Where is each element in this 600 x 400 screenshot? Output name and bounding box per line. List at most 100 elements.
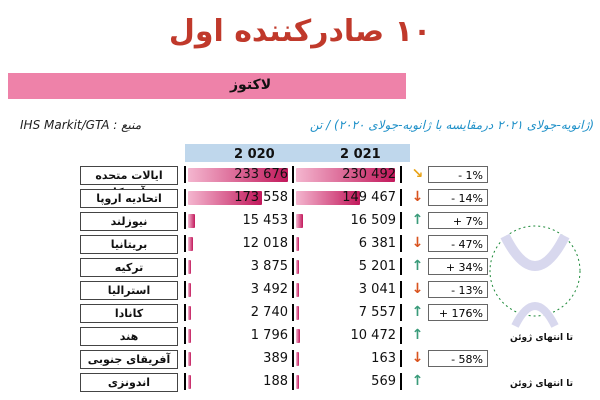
source-label: منبع : IHS Markit/GTA [20, 118, 142, 132]
value-cell-2021: 10 472 [292, 327, 402, 344]
value-cell-2021: 230 492 [292, 166, 402, 183]
value-cell-2021: 163 [292, 350, 402, 367]
value-bar [188, 352, 191, 366]
country-label: ایالات متحده آمریکا [80, 166, 178, 199]
value-text: 569 [371, 374, 396, 389]
value-bar [188, 191, 263, 205]
value-cell-2021: 3 041 [292, 281, 402, 298]
arrow-down-icon: ↓ [411, 235, 424, 251]
value-cell-2020: 12 018 [184, 235, 294, 252]
change-percent: - 1% [428, 166, 488, 183]
arrow-up-icon: ↑ [411, 212, 424, 228]
country-label: آفریقای جنوبی [80, 350, 178, 369]
arrow-down-icon: ↓ [411, 189, 424, 205]
value-bar [296, 352, 299, 366]
table-row: هند 1 796 10 472 ↑ تا انتهای ژوئن [0, 325, 600, 346]
table-row: ایالات متحده آمریکا 233 676 230 492 ↘- 1% [0, 164, 600, 199]
value-bar [188, 375, 191, 389]
value-text: 5 201 [358, 259, 396, 274]
value-cell-2021: 6 381 [292, 235, 402, 252]
value-cell-2021: 569 [292, 373, 402, 390]
country-label: بریتانیا [80, 235, 178, 254]
change-percent: - 47% [428, 235, 488, 252]
period-note: تا انتهای ژوئن [510, 379, 573, 389]
product-banner: لاکتوز [8, 73, 406, 99]
product-name: لاکتوز [230, 77, 272, 93]
value-cell-2020: 188 [184, 373, 294, 390]
value-bar [296, 168, 395, 182]
value-cell-2020: 173 558 [184, 189, 294, 206]
value-bar [188, 237, 194, 251]
value-text: 16 509 [350, 213, 397, 228]
value-cell-2020: 1 796 [184, 327, 294, 344]
value-cell-2020: 233 676 [184, 166, 294, 183]
country-label: ترکیه [80, 258, 178, 277]
table-row: نیوزلند 15 453 16 509 ↑ + 7% [0, 210, 600, 231]
table-row: استرالیا 3 492 3 041 ↓ - 13% [0, 279, 600, 300]
value-bar [296, 329, 301, 343]
country-label: اندونزی [80, 373, 178, 392]
change-percent: - 14% [428, 189, 488, 206]
arrow-up-icon: ↑ [411, 304, 424, 320]
value-text: 3 041 [358, 282, 396, 297]
value-text: 2 740 [250, 305, 288, 320]
value-cell-2020: 15 453 [184, 212, 294, 229]
table-row: اندونزی 188 569 ↑ تا انتهای ژوئن [0, 371, 600, 392]
value-bar [296, 260, 299, 274]
value-bar [188, 214, 195, 228]
value-text: 15 453 [242, 213, 289, 228]
value-bar [296, 237, 299, 251]
arrow-down-icon: ↓ [411, 350, 424, 366]
country-label: استرالیا [80, 281, 178, 300]
value-cell-2020: 389 [184, 350, 294, 367]
value-cell-2021: 7 557 [292, 304, 402, 321]
change-percent: - 58% [428, 350, 488, 367]
value-text: 10 472 [350, 328, 397, 343]
arrow-up-icon: ↑ [411, 258, 424, 274]
period-subtitle: (ژانویه-جولای ۲۰۲۱ درمقایسه با ژانویه-جو… [309, 118, 594, 132]
value-text: 3 492 [250, 282, 288, 297]
table-row: اتحادیه اروپا 173 558 149 467 ↓ - 14% [0, 187, 600, 208]
value-bar [188, 306, 191, 320]
arrow-up-icon: ↑ [411, 327, 424, 343]
value-text: 230 492 [342, 167, 396, 182]
value-bar [296, 283, 299, 297]
country-label: اتحادیه اروپا [80, 189, 178, 208]
value-text: 163 [371, 351, 396, 366]
value-bar [188, 329, 191, 343]
value-bar [296, 214, 304, 228]
period-note: تا انتهای ژوئن [510, 333, 573, 343]
value-bar [296, 375, 299, 389]
value-text: 188 [263, 374, 288, 389]
value-text: 1 796 [250, 328, 288, 343]
value-text: 149 467 [342, 190, 396, 205]
value-cell-2021: 5 201 [292, 258, 402, 275]
year-header [185, 144, 410, 162]
change-percent: - 13% [428, 281, 488, 298]
value-text: 233 676 [234, 167, 288, 182]
decorative-logo-icon [489, 225, 581, 328]
value-cell-2021: 16 509 [292, 212, 402, 229]
table-row: بریتانیا 12 018 6 381 ↓ - 47% [0, 233, 600, 254]
arrow-down-icon: ↓ [411, 281, 424, 297]
value-cell-2020: 2 740 [184, 304, 294, 321]
change-percent: + 7% [428, 212, 488, 229]
country-label: نیوزلند [80, 212, 178, 231]
value-cell-2021: 149 467 [292, 189, 402, 206]
arrow-up-icon: ↑ [411, 373, 424, 389]
page-title: ۱۰ صادرکننده اول [168, 14, 432, 49]
country-label: هند [80, 327, 178, 346]
table-row: ترکیه 3 875 5 201 ↑ + 34% [0, 256, 600, 277]
value-bar [296, 306, 300, 320]
value-text: 173 558 [234, 190, 288, 205]
value-bar [188, 283, 191, 297]
table-row: کانادا 2 740 7 557 ↑ + 176% [0, 302, 600, 323]
value-cell-2020: 3 875 [184, 258, 294, 275]
value-cell-2020: 3 492 [184, 281, 294, 298]
value-bar [188, 168, 288, 182]
year-2021-header: 2 021 [340, 147, 381, 162]
value-text: 12 018 [242, 236, 289, 251]
change-percent: + 176% [428, 304, 488, 321]
country-label: کانادا [80, 304, 178, 323]
value-bar [296, 191, 360, 205]
